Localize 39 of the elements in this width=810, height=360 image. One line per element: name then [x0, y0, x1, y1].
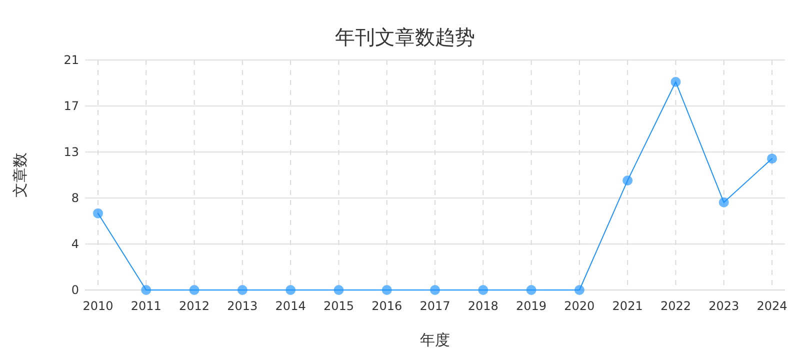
point: [382, 285, 392, 295]
x-tick-label: 2015: [323, 299, 354, 313]
x-tick-label: 2014: [275, 299, 306, 313]
point: [478, 285, 488, 295]
y-tick-label: 4: [71, 237, 79, 251]
point: [334, 285, 344, 295]
point: [141, 285, 152, 295]
x-tick-label: 2018: [468, 299, 498, 313]
x-tick-label: 2011: [130, 299, 162, 313]
y-axis-title: 文章数: [11, 152, 29, 198]
x-tick-label: 2012: [179, 299, 210, 313]
chart-title: 年刊文章数趋势: [335, 25, 475, 49]
x-tick-label: 2022: [660, 299, 691, 313]
y-tick-label: 8: [71, 191, 79, 205]
point: [526, 285, 536, 295]
point: [286, 285, 296, 295]
point: [767, 154, 777, 164]
y-tick-label: 21: [64, 53, 79, 67]
x-tick-label: 2020: [564, 299, 595, 313]
point: [430, 285, 440, 295]
point: [574, 285, 584, 295]
x-tick-label: 2017: [420, 299, 450, 313]
x-tick-label: 2021: [612, 299, 643, 313]
y-tick-label: 0: [71, 283, 79, 297]
y-tick-label: 13: [64, 145, 79, 159]
point: [93, 208, 103, 218]
point: [622, 175, 633, 186]
x-tick-label: 2024: [756, 299, 788, 313]
x-tick-label: 2016: [372, 299, 402, 313]
y-tick-label: 17: [64, 99, 79, 113]
point: [718, 197, 729, 208]
x-axis-title: 年度: [420, 331, 450, 349]
x-tick-label: 2010: [82, 299, 114, 313]
point: [237, 285, 248, 295]
point: [189, 285, 200, 295]
x-tick-label: 2023: [708, 299, 740, 313]
x-tick-label: 2019: [516, 299, 547, 313]
point: [670, 76, 681, 87]
x-tick-label: 2013: [227, 299, 258, 313]
